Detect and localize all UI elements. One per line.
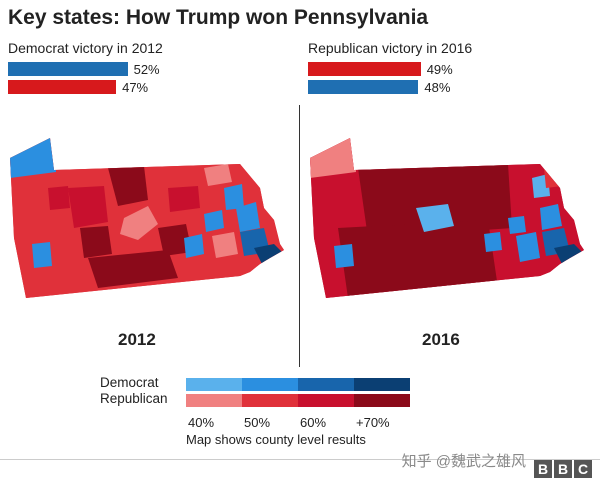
panel-heading-2012: Democrat victory in 2012	[8, 40, 163, 56]
democrat-swatch-2	[242, 378, 298, 391]
county-lehigh-2012	[236, 202, 260, 232]
result-pct-democrat-2016: 48%	[424, 79, 451, 95]
county-allegheny-2016	[334, 244, 354, 268]
democrat-swatch-3	[298, 378, 354, 391]
county-venango-2012	[48, 186, 70, 210]
panel-divider	[299, 105, 300, 367]
legend-tick-70plus: +70%	[356, 415, 390, 430]
county-erie-2016	[310, 138, 356, 178]
county-north-central-2012	[108, 166, 148, 206]
county-clarion-2012	[68, 186, 108, 228]
county-southern-belt-2016	[338, 220, 498, 298]
democrat-swatch-1	[186, 378, 242, 391]
pennsylvania-county-map-2016	[310, 138, 584, 298]
result-bar-republican-2012	[8, 80, 117, 94]
color-legend: Democrat Republican 40% 50% 60% +70% Map…	[100, 375, 430, 455]
republican-swatch-1	[186, 394, 242, 407]
panel-2016: Republican victory in 2016 49% 48%	[308, 40, 598, 370]
county-chester-2016	[516, 232, 540, 262]
bbc-logo-letter: C	[574, 460, 592, 478]
county-central-belt-2016	[358, 164, 512, 238]
county-mifflin-2012	[158, 224, 192, 256]
legend-democrat-swatches	[186, 378, 410, 391]
county-lehigh-2016	[540, 204, 562, 230]
county-wayne-2012	[204, 164, 232, 186]
county-philadelphia-2016	[554, 244, 584, 264]
page-title: Key states: How Trump won Pennsylvania	[8, 6, 429, 29]
county-centre-2012	[120, 206, 158, 240]
result-row-republican-2012: 47%	[8, 79, 149, 95]
republican-swatch-3	[298, 394, 354, 407]
legend-republican-label: Republican	[100, 391, 168, 406]
bbc-logo-letter: B	[534, 460, 552, 478]
county-dauphin-2012	[184, 234, 204, 258]
county-allegheny-2012	[32, 242, 52, 268]
legend-democrat-label: Democrat	[100, 375, 159, 390]
result-pct-democrat-2012: 52%	[133, 61, 160, 77]
legend-footnote: Map shows county level results	[186, 432, 366, 447]
county-philadelphia-2012	[254, 244, 284, 264]
watermark: 知乎 @魏武之雄风	[401, 453, 526, 470]
footer-rule	[0, 459, 600, 460]
year-label-2016: 2016	[422, 330, 460, 349]
result-bar-democrat-2016	[308, 80, 419, 94]
bbc-logo-letter: B	[554, 460, 572, 478]
panel-2012: Democrat victory in 2012 52% 47%	[8, 40, 298, 370]
result-row-democrat-2012: 52%	[8, 61, 160, 77]
county-erie-2012	[10, 138, 56, 178]
democrat-swatch-4	[354, 378, 410, 391]
pennsylvania-county-map-2012	[10, 138, 284, 298]
result-pct-republican-2012: 47%	[122, 79, 149, 95]
county-lancaster-2012	[212, 232, 238, 258]
result-bar-republican-2016	[308, 62, 421, 76]
bbc-logo: B B C	[532, 460, 592, 478]
panel-heading-2016: Republican victory in 2016	[308, 40, 473, 56]
legend-tick-50: 50%	[244, 415, 271, 430]
county-lackawanna-2012	[224, 184, 244, 210]
republican-swatch-4	[354, 394, 410, 407]
year-label-2012: 2012	[118, 330, 156, 349]
legend-tick-60: 60%	[300, 415, 327, 430]
legend-republican-swatches	[186, 394, 410, 407]
county-wayne-2016	[544, 166, 562, 188]
result-row-democrat-2016: 48%	[308, 79, 451, 95]
county-berks-2012	[204, 210, 224, 232]
county-indiana-2012	[80, 226, 112, 258]
county-south-central-2012	[88, 250, 178, 288]
republican-swatch-2	[242, 394, 298, 407]
county-lycoming-2012	[168, 186, 200, 212]
county-dauphin-2016	[484, 232, 502, 252]
result-bar-democrat-2012	[8, 62, 128, 76]
county-berks-2016	[508, 216, 526, 234]
result-pct-republican-2016: 49%	[426, 61, 453, 77]
legend-tick-40: 40%	[188, 415, 215, 430]
result-row-republican-2016: 49%	[308, 61, 453, 77]
legend-ticks: 40% 50% 60% +70%	[186, 415, 426, 431]
county-centre-2016	[416, 204, 454, 232]
